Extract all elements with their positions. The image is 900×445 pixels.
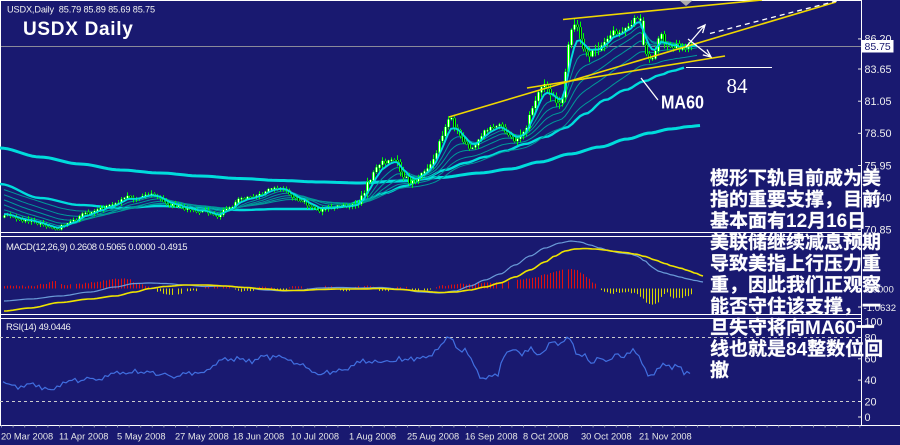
svg-text:84: 84 <box>727 74 749 98</box>
svg-text:11 Apr 2008: 11 Apr 2008 <box>59 431 108 441</box>
svg-text:20: 20 <box>865 396 877 408</box>
svg-text:75.95: 75.95 <box>865 160 892 172</box>
svg-text:16 Sep 2008: 16 Sep 2008 <box>465 431 518 441</box>
svg-text:RSI(14) 49.0446: RSI(14) 49.0446 <box>6 322 71 333</box>
svg-text:27 May 2008: 27 May 2008 <box>175 431 229 441</box>
svg-text:USDX,Daily 85.79 85.89 85.69: USDX,Daily 85.79 85.89 85.69 85.75 <box>7 4 155 14</box>
svg-text:85.75: 85.75 <box>865 41 891 53</box>
svg-text:MA60: MA60 <box>661 93 704 113</box>
svg-text:84: 84 <box>786 339 808 360</box>
svg-text:0.0000: 0.0000 <box>865 284 894 295</box>
svg-text:18 Jun 2008: 18 Jun 2008 <box>233 431 284 441</box>
svg-text:8 Oct 2008: 8 Oct 2008 <box>523 431 568 441</box>
svg-text:12: 12 <box>786 211 807 232</box>
svg-text:25 Aug 2008: 25 Aug 2008 <box>407 431 459 441</box>
svg-text:USDX Daily: USDX Daily <box>23 19 133 40</box>
svg-text:MA60: MA60 <box>805 318 856 339</box>
svg-text:MACD(12,26,9) 0.2608 0.5065 0.: MACD(12,26,9) 0.2608 0.5065 0.0000 -0.49… <box>6 242 187 253</box>
svg-text:78.50: 78.50 <box>865 128 892 140</box>
svg-text:70.85: 70.85 <box>865 225 892 237</box>
svg-text:81.05: 81.05 <box>865 96 892 108</box>
svg-text:5 May 2008: 5 May 2008 <box>117 431 166 441</box>
svg-text:83.65: 83.65 <box>865 64 892 76</box>
svg-text:1 Aug 2008: 1 Aug 2008 <box>349 431 396 441</box>
svg-text:30 Oct 2008: 30 Oct 2008 <box>581 431 632 441</box>
svg-text:10 Jul 2008: 10 Jul 2008 <box>291 431 339 441</box>
svg-text:40: 40 <box>865 375 877 387</box>
svg-text:-1.0632: -1.0632 <box>864 303 897 314</box>
svg-text:0: 0 <box>865 412 871 424</box>
svg-text:20 Mar 2008: 20 Mar 2008 <box>1 431 53 441</box>
svg-text:21 Nov 2008: 21 Nov 2008 <box>639 431 692 441</box>
svg-text:16: 16 <box>826 211 847 232</box>
